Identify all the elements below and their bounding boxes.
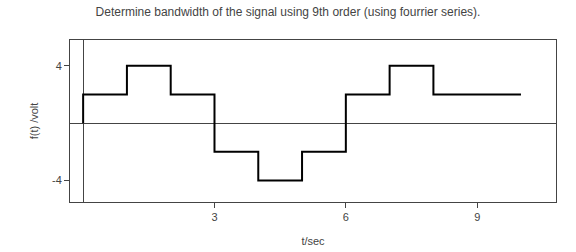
svg-text:Determine bandwidth of the sig: Determine bandwidth of the signal using … [96,5,481,19]
svg-text:-4: -4 [52,174,62,186]
svg-text:t/sec: t/sec [301,235,325,247]
svg-text:f(t) /volt: f(t) /volt [28,103,40,140]
svg-text:6: 6 [343,211,349,223]
svg-text:4: 4 [56,60,62,72]
svg-text:3: 3 [211,211,217,223]
svg-text:9: 9 [474,211,480,223]
